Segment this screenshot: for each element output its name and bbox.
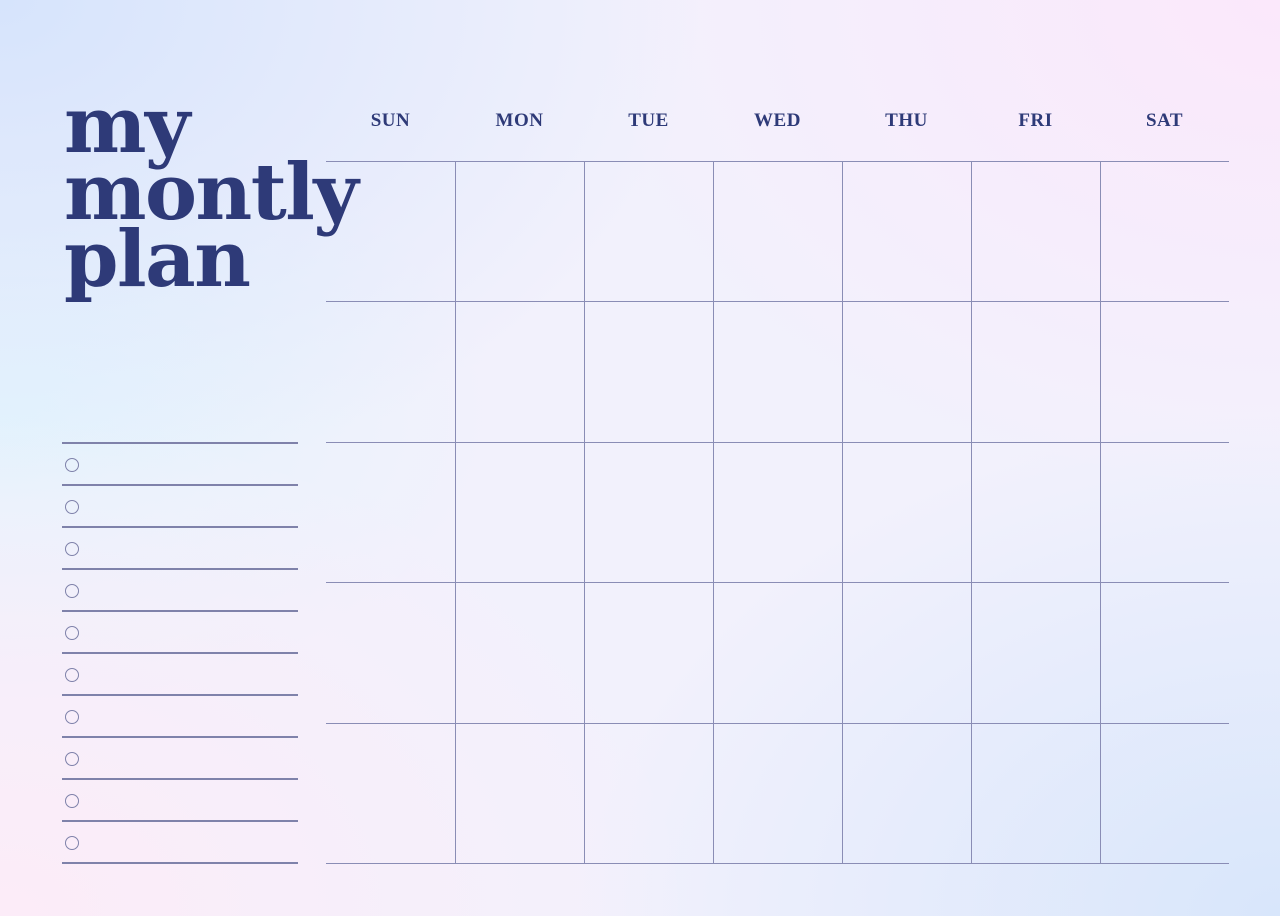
calendar-day-cell[interactable]	[971, 583, 1100, 724]
calendar-day-cell[interactable]	[455, 583, 584, 724]
calendar-day-cell[interactable]	[713, 723, 842, 864]
calendar-grid	[326, 161, 1229, 864]
checkbox-circle-icon[interactable]	[65, 794, 79, 808]
checklist-item[interactable]	[62, 738, 298, 780]
calendar-day-cell[interactable]	[713, 162, 842, 303]
calendar-day-cell[interactable]	[713, 302, 842, 443]
calendar-day-cell[interactable]	[1100, 583, 1229, 724]
calendar-day-cell[interactable]	[584, 442, 713, 584]
calendar-day-cell[interactable]	[1100, 302, 1229, 443]
calendar-day-cell[interactable]	[1100, 162, 1229, 303]
title-line: montly	[64, 147, 359, 238]
calendar-day-cell[interactable]	[713, 442, 842, 584]
checklist-item[interactable]	[62, 780, 298, 822]
calendar-day-cell[interactable]	[713, 583, 842, 724]
title-line: my	[64, 80, 190, 171]
checkbox-circle-icon[interactable]	[65, 458, 79, 472]
calendar-day-cell[interactable]	[842, 162, 971, 303]
calendar-day-cell[interactable]	[326, 724, 455, 864]
weekday-thu: THU	[885, 110, 928, 131]
calendar-day-cell[interactable]	[455, 442, 584, 584]
checkbox-circle-icon[interactable]	[65, 542, 79, 556]
calendar-day-cell[interactable]	[842, 442, 971, 584]
weekday-fri: FRI	[1018, 110, 1053, 131]
calendar-day-cell[interactable]	[584, 162, 713, 303]
calendar-day-cell[interactable]	[842, 583, 971, 724]
calendar-day-cell[interactable]	[326, 583, 455, 724]
calendar-day-cell[interactable]	[842, 723, 971, 864]
weekday-mon: MON	[495, 110, 544, 131]
checklist-item[interactable]	[62, 528, 298, 570]
checkbox-circle-icon[interactable]	[65, 710, 79, 724]
checkbox-circle-icon[interactable]	[65, 668, 79, 682]
checkbox-circle-icon[interactable]	[65, 836, 79, 850]
checklist-item[interactable]	[62, 444, 298, 486]
checkbox-circle-icon[interactable]	[65, 626, 79, 640]
calendar-day-cell[interactable]	[455, 723, 584, 864]
calendar-day-cell[interactable]	[326, 443, 455, 584]
calendar-day-cell[interactable]	[1100, 723, 1229, 864]
calendar-day-cell[interactable]	[971, 442, 1100, 584]
calendar-day-cell[interactable]	[971, 723, 1100, 864]
calendar-day-cell[interactable]	[971, 162, 1100, 303]
checklist-top-divider	[62, 442, 298, 444]
checkbox-circle-icon[interactable]	[65, 500, 79, 514]
checklist-item[interactable]	[62, 654, 298, 696]
page-title: my montly plan	[64, 80, 359, 305]
checklist-item[interactable]	[62, 696, 298, 738]
weekday-tue: TUE	[628, 110, 669, 131]
calendar-day-cell[interactable]	[842, 302, 971, 443]
checklist-item[interactable]	[62, 612, 298, 654]
weekday-sun: SUN	[370, 110, 411, 131]
calendar-day-cell[interactable]	[584, 302, 713, 443]
calendar-day-cell[interactable]	[326, 302, 455, 443]
calendar-day-cell[interactable]	[1100, 442, 1229, 584]
calendar-day-cell[interactable]	[455, 302, 584, 443]
checklist-item[interactable]	[62, 570, 298, 612]
weekday-sat: SAT	[1145, 110, 1184, 131]
calendar-day-cell[interactable]	[584, 583, 713, 724]
checklist-item[interactable]	[62, 486, 298, 528]
calendar-day-cell[interactable]	[455, 162, 584, 303]
calendar-day-cell[interactable]	[971, 302, 1100, 443]
weekday-header: SUN MON TUE WED THU FRI SAT	[326, 110, 1229, 132]
title-line: plan	[64, 214, 251, 305]
calendar-day-cell[interactable]	[584, 723, 713, 864]
checkbox-circle-icon[interactable]	[65, 752, 79, 766]
weekday-wed: WED	[754, 110, 801, 131]
checklist	[62, 442, 298, 864]
calendar-day-cell[interactable]	[326, 162, 455, 303]
checklist-item[interactable]	[62, 822, 298, 864]
checkbox-circle-icon[interactable]	[65, 584, 79, 598]
